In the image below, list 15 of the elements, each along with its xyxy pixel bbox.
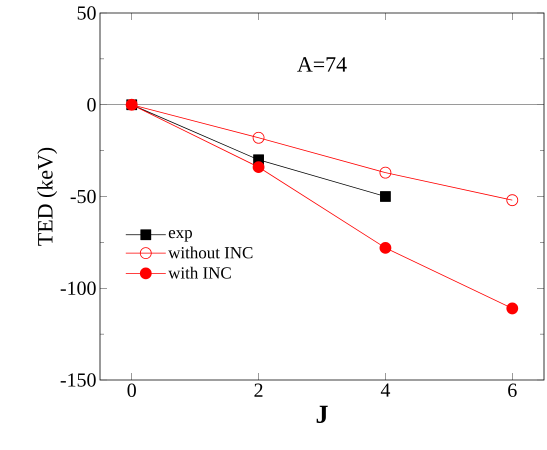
x-tick-label: 2 [254,384,262,397]
y-tick-label: -50 [70,190,96,204]
y-tick-label: -100 [60,282,96,295]
legend-label: exp [168,230,192,242]
y-tick-label: 50 [78,6,96,20]
x-tick-label: 6 [508,384,517,397]
y-tick-label: 0 [87,98,96,112]
y-tick-label: -150 [60,373,96,387]
legend-label: without INC [168,246,252,258]
annotation: A=74 [297,57,347,72]
x-tick-label: 4 [380,384,390,397]
y-axis-title: TED (keV) [37,148,58,246]
x-axis-title: J [316,406,328,424]
legend-label: with INC [168,266,231,279]
x-tick-label: 0 [128,384,136,397]
